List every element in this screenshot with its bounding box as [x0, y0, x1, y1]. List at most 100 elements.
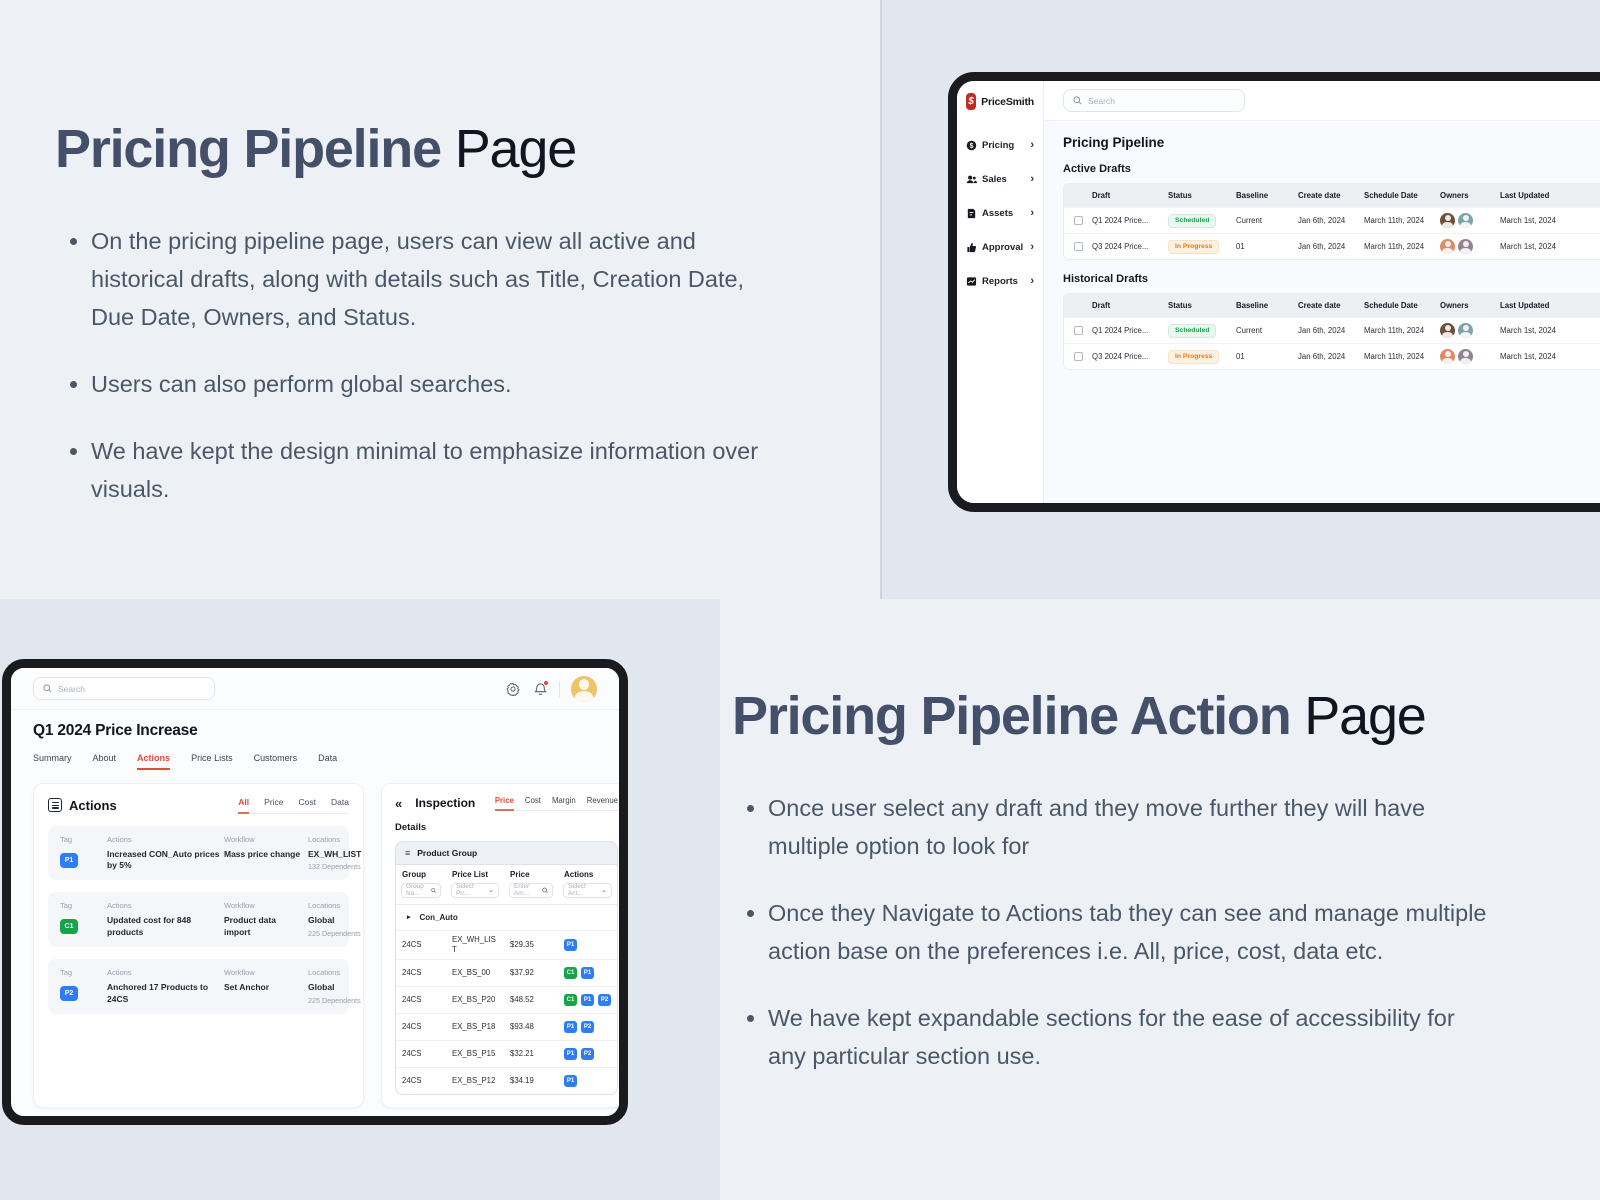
inspection-tab-revenue[interactable]: Revenue: [586, 796, 618, 805]
action-row[interactable]: Tag P1 Actions Increased CON_Auto prices b…: [48, 825, 406, 881]
background-top-left: [0, 0, 880, 599]
actions-panel-title: Actions: [69, 797, 117, 813]
settings-button[interactable]: [505, 681, 521, 697]
row-checkbox[interactable]: [1074, 352, 1083, 361]
tag-badge: P2: [581, 1020, 594, 1033]
table-row[interactable]: Q1 2024 Price... Scheduled Current Jan 6…: [1064, 207, 1600, 233]
tab-customers[interactable]: Customers: [253, 753, 298, 763]
tab-data[interactable]: Data: [318, 753, 338, 763]
sidebar: $ PriceSmith $ Pricing › Sales › Assets …: [957, 81, 1044, 503]
price-row[interactable]: 24CS EX_BS_P18 $93.48 P1 P2: [396, 1012, 617, 1040]
table-header: Draft Status Baseline Create date Schedu…: [1064, 184, 1600, 207]
row-checkbox[interactable]: [1074, 216, 1083, 225]
chevron-right-icon: ›: [1030, 275, 1034, 287]
pricesmith-logo-icon: $: [966, 93, 977, 110]
group-filter-input[interactable]: Group Na...: [401, 882, 441, 898]
collapse-icon[interactable]: «: [395, 795, 403, 811]
expandable-group-row[interactable]: ▸ Con_Auto: [396, 905, 617, 931]
table-row[interactable]: Q1 2024 Price... Scheduled Current Jan 6…: [1064, 317, 1600, 343]
owners: [1440, 323, 1500, 338]
search-icon: [430, 887, 436, 893]
search-input[interactable]: Search: [1063, 89, 1245, 112]
sidebar-nav: $ Pricing › Sales › Assets › Approval ›: [966, 140, 1034, 287]
inspection-panel-title: Inspection: [415, 796, 476, 811]
filter-tab-all[interactable]: All: [238, 797, 250, 814]
price-row[interactable]: 24CS EX_BS_00 $37.92 C1 P1: [396, 958, 617, 986]
content: Pricing Pipeline Active Drafts Draft Sta…: [1044, 121, 1600, 503]
sidebar-item-sales[interactable]: Sales ›: [966, 174, 1034, 185]
search-input[interactable]: Search: [33, 677, 215, 700]
price-row[interactable]: 24CS EX_BS_P20 $48.52 C1 P1 P2: [396, 985, 617, 1013]
sidebar-item-reports[interactable]: Reports ›: [966, 276, 1034, 287]
tab-actions[interactable]: Actions: [137, 753, 171, 770]
chart-icon: [966, 277, 977, 286]
avatar: [1458, 213, 1473, 228]
search-placeholder: Search: [1088, 95, 1115, 106]
sidebar-item-assets[interactable]: Assets ›: [966, 208, 1034, 219]
tag-badge: C1: [564, 993, 577, 1006]
search-placeholder: Search: [58, 683, 85, 694]
row-tags: C1 P1: [558, 963, 617, 983]
inspection-panel: « Inspection Price Cost Margin Revenue D…: [381, 783, 619, 1108]
avatar: [1440, 239, 1455, 254]
status-badge: In Progress: [1168, 349, 1220, 364]
price-list-select[interactable]: Select Pri... ⌄: [451, 882, 499, 898]
price-row[interactable]: 24CS EX_WH_LIST $29.35 P1: [396, 931, 617, 959]
avatar: [1458, 349, 1473, 364]
tag-badge: P1: [581, 993, 594, 1006]
row-tags: P1: [558, 935, 617, 955]
notifications-button[interactable]: [532, 680, 548, 697]
price-filter-input[interactable]: Enter Am...: [509, 882, 553, 898]
chevron-right-icon: ›: [1030, 173, 1034, 185]
triangle-right-icon: ▸: [407, 914, 411, 921]
hamburger-icon: ≡: [405, 847, 411, 858]
notification-dot: [543, 680, 548, 685]
user-avatar[interactable]: [571, 675, 597, 702]
filter-tab-price[interactable]: Price: [264, 797, 284, 807]
tag-badge: C1: [564, 966, 577, 979]
row-tags: C1 P1 P2: [558, 990, 617, 1010]
inspection-tab-cost[interactable]: Cost: [524, 796, 541, 805]
list-icon: [48, 798, 62, 813]
action-row[interactable]: Tag P2 Actions Anchored 17 Products to 24C…: [48, 959, 406, 1015]
action-row[interactable]: Tag C1 Actions Updated cost for 848 produc…: [48, 892, 406, 948]
sidebar-item-pricing[interactable]: $ Pricing ›: [966, 140, 1034, 151]
table-row[interactable]: Q3 2024 Price... In Progress 01 Jan 6th,…: [1064, 233, 1600, 259]
pricing-pipeline-section: Pricing Pipeline Page On the pricing pip…: [55, 118, 825, 508]
avatar: [1440, 349, 1455, 364]
historical-drafts-table: Draft Status Baseline Create date Schedu…: [1063, 293, 1600, 370]
tab-price-lists[interactable]: Price Lists: [191, 753, 233, 763]
filter-tab-cost[interactable]: Cost: [298, 797, 317, 807]
row-tags: P1 P2: [558, 1017, 617, 1037]
search-icon: [1073, 96, 1082, 105]
inspection-tab-price[interactable]: Price: [494, 796, 514, 811]
price-row[interactable]: 24CS EX_BS_P15 $32.21 P1 P2: [396, 1039, 617, 1067]
tag-badge: P1: [564, 1047, 577, 1060]
product-group-table: ≡ Product Group Group Price List Price A…: [395, 840, 618, 1095]
actions-select[interactable]: Select Act... ⌄: [563, 882, 612, 898]
chevron-right-icon: ›: [1030, 207, 1034, 219]
status-badge: Scheduled: [1168, 323, 1217, 338]
row-checkbox[interactable]: [1074, 242, 1083, 251]
inspection-tab-margin[interactable]: Margin: [551, 796, 576, 805]
page-tabs: Summary About Actions Price Lists Custom…: [33, 753, 597, 770]
top-bar: Search: [1044, 81, 1600, 121]
table-row[interactable]: Q3 2024 Price... In Progress 01 Jan 6th,…: [1064, 343, 1600, 369]
owners: [1440, 213, 1500, 228]
active-drafts-table: Draft Status Baseline Create date Schedu…: [1063, 183, 1600, 260]
row-checkbox[interactable]: [1074, 326, 1083, 335]
filter-tab-data[interactable]: Data: [331, 797, 349, 807]
row-tags: P1: [558, 1071, 617, 1091]
product-group-header[interactable]: ≡ Product Group: [396, 841, 617, 865]
brand: $ PriceSmith: [966, 93, 1034, 110]
tag-badge: P1: [581, 966, 594, 979]
tag-badge: P2: [598, 993, 611, 1006]
owners: [1440, 239, 1500, 254]
tab-summary[interactable]: Summary: [33, 753, 72, 763]
dollar-circle-icon: $: [966, 140, 977, 151]
tab-about[interactable]: About: [92, 753, 117, 763]
price-row[interactable]: 24CS EX_BS_P12 $34.19 P1: [396, 1066, 617, 1094]
background-bottom-right: [720, 599, 1600, 1200]
sidebar-item-approval[interactable]: Approval ›: [966, 242, 1034, 253]
tag-badge: P1: [564, 938, 577, 951]
